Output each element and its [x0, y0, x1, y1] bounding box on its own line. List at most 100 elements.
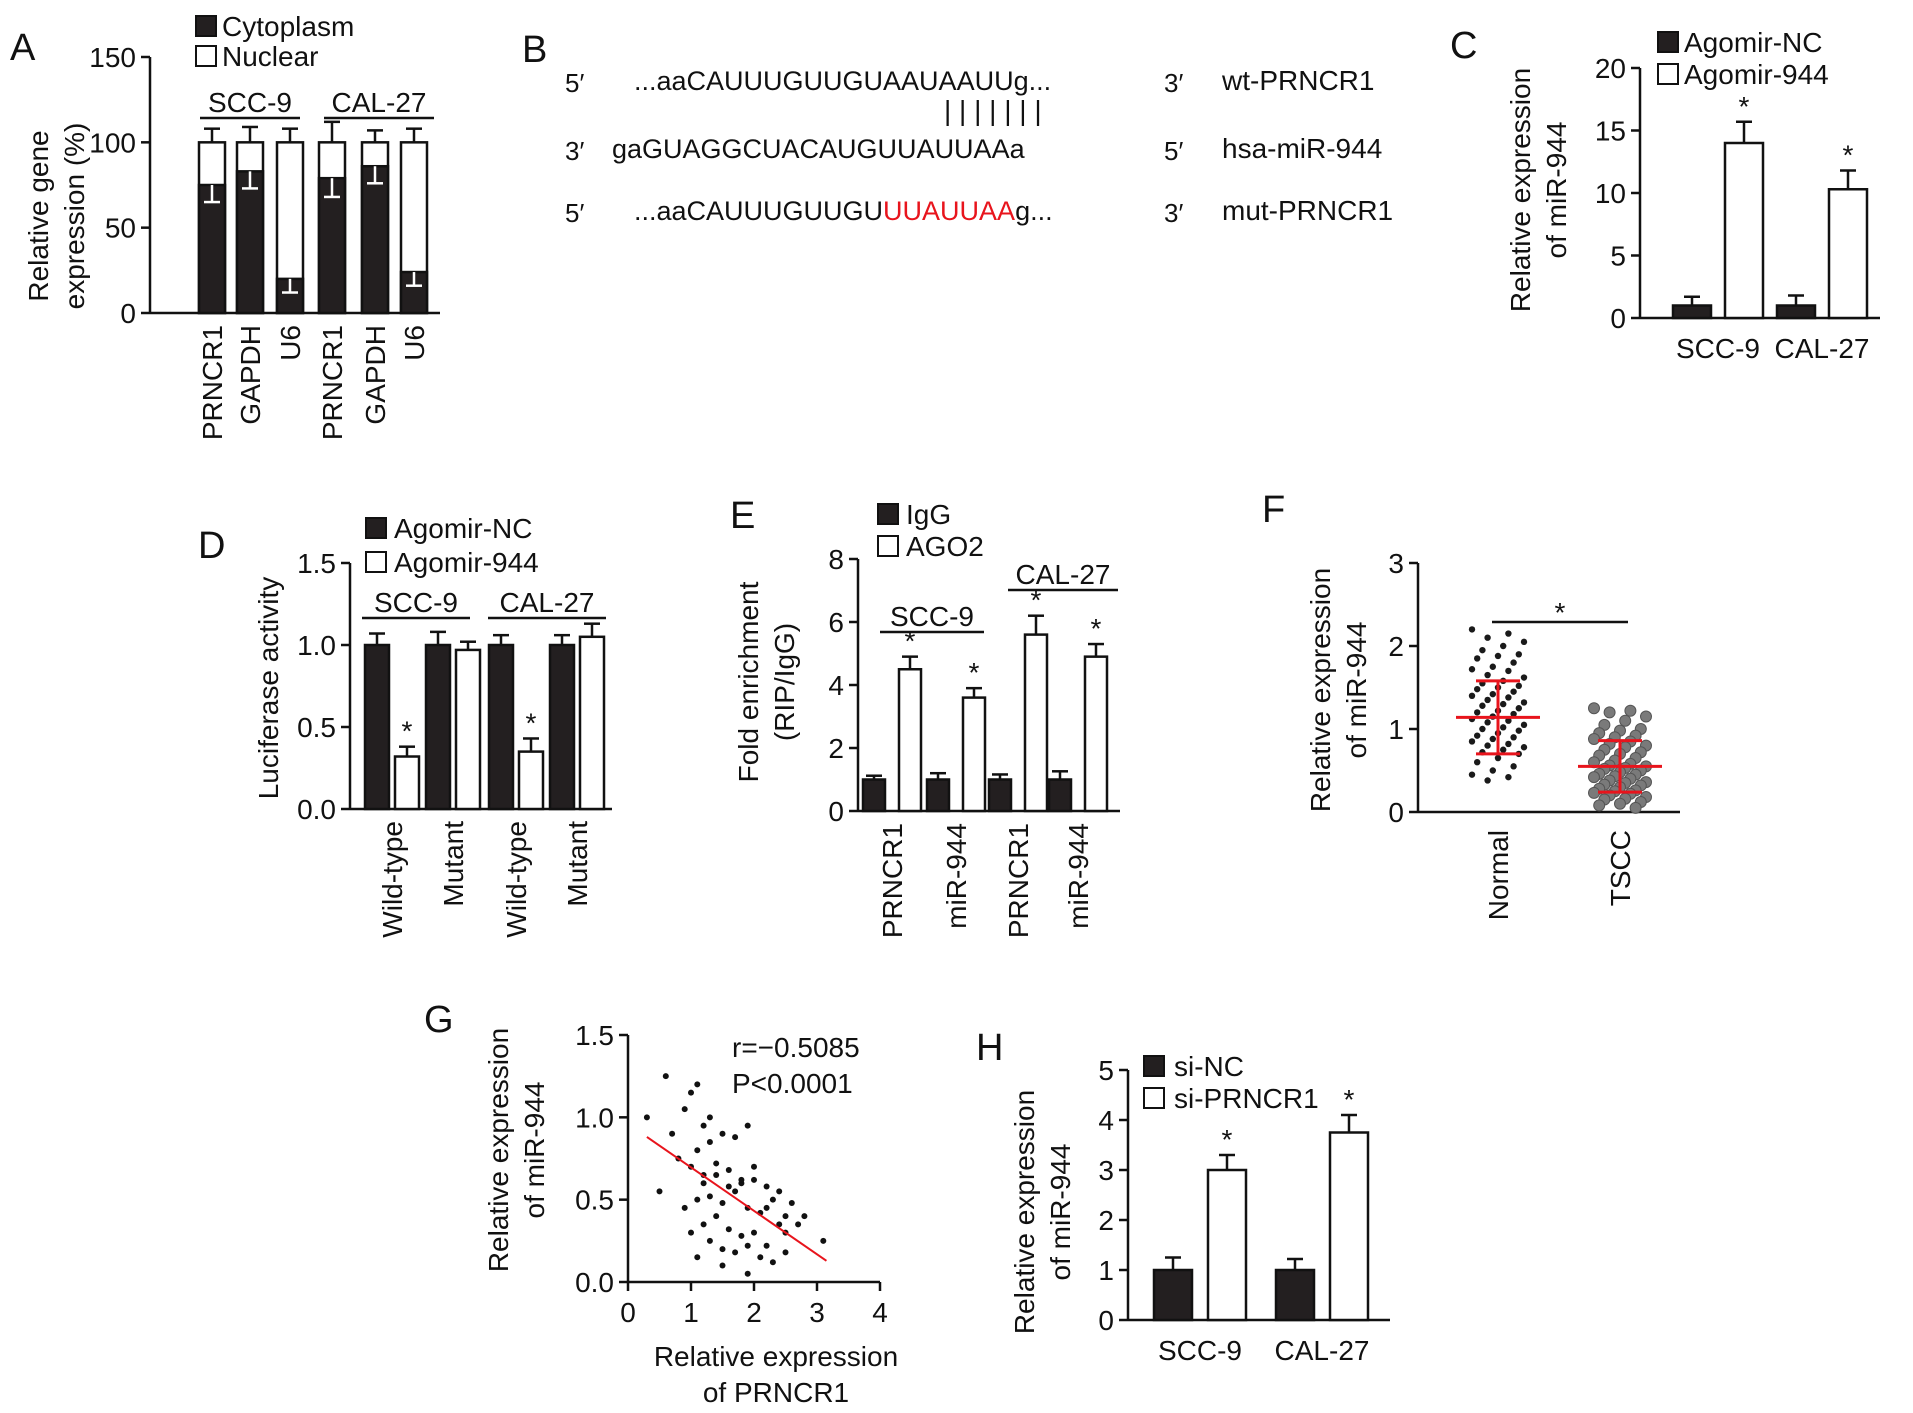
dot-f-normal-57 — [1484, 777, 1491, 784]
bar-e-s1-1 — [961, 696, 987, 813]
dot-f-normal-24 — [1484, 696, 1491, 704]
sig-star-e-3: * — [1091, 613, 1102, 644]
legend-c-label-0: Agomir-NC — [1684, 27, 1822, 58]
dot-f-normal-4 — [1500, 642, 1507, 650]
point-g-0 — [643, 1114, 650, 1121]
x-tick-label-h-0: SCC-9 — [1158, 1335, 1242, 1366]
dot-f-normal-20 — [1510, 688, 1517, 695]
dot-f-normal-21 — [1489, 690, 1497, 698]
dot-f-tscc-2 — [1603, 706, 1616, 719]
group-label-a-0: SCC-9 — [208, 87, 292, 118]
y-tick-label-a-3: 150 — [89, 42, 136, 73]
x-tick-label-g-2: 2 — [746, 1297, 762, 1328]
dot-f-normal-26 — [1500, 700, 1507, 708]
bar-d-s1-1 — [454, 648, 482, 811]
x-tick-label-f-1: TSCC — [1605, 830, 1636, 906]
point-g-57 — [820, 1237, 827, 1244]
y-label-d-line-0: Luciferase activity — [253, 577, 284, 800]
dot-f-tscc-52 — [1593, 799, 1606, 812]
dot-f-tscc-1 — [1624, 704, 1637, 717]
y-tick-label-g-0: 0.0 — [575, 1267, 614, 1298]
bar-e-s0-0 — [861, 778, 887, 813]
plot-area-d: 0.0 0.5 1.0 1.5 * Wild-type Mutant * Wild-type Mu… — [297, 548, 612, 938]
point-g-31 — [782, 1213, 789, 1220]
dot-f-normal-8 — [1474, 655, 1481, 662]
seq-row-2-left: 5′ — [565, 198, 584, 228]
legend-h-swatch-0 — [1143, 1055, 1165, 1077]
y-tick-label-h-2: 2 — [1098, 1205, 1114, 1236]
bar-e-s0-1 — [925, 778, 951, 813]
legend-a-swatch-1 — [195, 45, 217, 67]
dot-f-normal-23 — [1505, 694, 1512, 701]
dot-f-tscc-3 — [1640, 710, 1652, 723]
dot-f-normal-30 — [1474, 709, 1481, 716]
x-tick-label-a-1: GAPDH — [235, 325, 266, 425]
legend-e-swatch-0 — [877, 503, 899, 525]
point-g-38 — [751, 1229, 757, 1236]
y-tick-label-c-4: 20 — [1595, 53, 1626, 84]
seq-row-0-name: wt-PRNCR1 — [1221, 65, 1374, 96]
dot-f-normal-46 — [1484, 742, 1491, 749]
point-g-6 — [700, 1122, 707, 1129]
point-g-3 — [681, 1106, 688, 1113]
y-label-f-line-1: of miR-944 — [1341, 622, 1372, 759]
seq-row-1-left: 3′ — [565, 136, 584, 166]
dot-f-normal-55 — [1468, 771, 1476, 778]
x-tick-label-g-1: 1 — [683, 1297, 699, 1328]
dot-f-normal-13 — [1484, 671, 1491, 679]
dot-f-normal-22 — [1468, 692, 1476, 699]
x-tick-label-e-3: miR-944 — [1063, 823, 1094, 929]
dot-f-normal-10 — [1489, 663, 1497, 670]
bar-h-s1-1 — [1328, 1131, 1370, 1322]
point-g-5 — [694, 1081, 701, 1088]
x-tick-label-c-1: CAL-27 — [1775, 333, 1870, 364]
dot-f-normal-41 — [1474, 732, 1481, 739]
dot-f-tscc-11 — [1588, 732, 1600, 745]
x-tick-label-g-0: 0 — [620, 1297, 636, 1328]
point-g-50 — [725, 1183, 732, 1190]
y-tick-label-e-1: 2 — [828, 733, 844, 764]
bar-d-s0-1 — [424, 643, 452, 811]
bar-d-s0-2 — [487, 643, 515, 811]
seq-row-1-name: hsa-miR-944 — [1222, 133, 1382, 164]
pairing-marks: | | | | | | | — [944, 95, 1042, 126]
bar-a-cytoplasm-1 — [235, 170, 265, 315]
bar-h-s0-0 — [1152, 1268, 1194, 1322]
y-tick-label-d-0: 0.0 — [297, 794, 336, 825]
panel-g: G Relative expression of miR-944 Relativ… — [424, 999, 898, 1408]
point-g-7 — [706, 1114, 713, 1121]
seq-row-2-name: mut-PRNCR1 — [1222, 195, 1393, 226]
y-tick-label-c-3: 15 — [1595, 116, 1626, 147]
y-axis-label-e: Fold enrichment (RIP/IgG) — [733, 581, 800, 782]
legend-h-label-1: si-PRNCR1 — [1174, 1083, 1319, 1114]
point-g-9 — [706, 1139, 713, 1146]
point-g-34 — [700, 1221, 707, 1228]
point-g-27 — [732, 1188, 739, 1195]
point-g-12 — [744, 1122, 751, 1129]
legend-a-label-0: Cytoplasm — [222, 11, 354, 42]
dot-f-normal-14 — [1520, 674, 1528, 681]
x-tick-label-c-0: SCC-9 — [1676, 333, 1760, 364]
y-tick-label-d-2: 1.0 — [297, 630, 336, 661]
x-tick-label-e-1: miR-944 — [941, 823, 972, 929]
y-label-e-line-0: Fold enrichment — [733, 581, 764, 782]
y-axis-label-a: Relative gene expression (%) — [23, 123, 90, 310]
point-g-23 — [681, 1204, 688, 1211]
y-label-h-line-1: of miR-944 — [1045, 1144, 1076, 1281]
y-tick-label-g-1: 0.5 — [575, 1185, 614, 1216]
seq-row-2-post: g... — [1015, 196, 1053, 226]
seq-row-0-left: 5′ — [565, 68, 584, 98]
seq-row-2-mutation: UUAUUAA — [883, 196, 1015, 226]
point-g-40 — [694, 1254, 701, 1261]
y-tick-label-f-1: 1 — [1388, 714, 1404, 745]
y-tick-label-a-1: 50 — [105, 213, 136, 244]
point-g-36 — [725, 1226, 732, 1233]
legend-h-swatch-1 — [1143, 1087, 1165, 1109]
y-axis-label-f: Relative expression of miR-944 — [1305, 568, 1372, 812]
dot-f-normal-34 — [1505, 717, 1512, 724]
x-tick-label-f-0: Normal — [1483, 830, 1514, 920]
bar-d-s1-0 — [393, 755, 421, 811]
group-label-d-0: SCC-9 — [374, 587, 458, 618]
legend-a-swatch-0 — [195, 15, 217, 37]
point-g-32 — [795, 1221, 802, 1228]
